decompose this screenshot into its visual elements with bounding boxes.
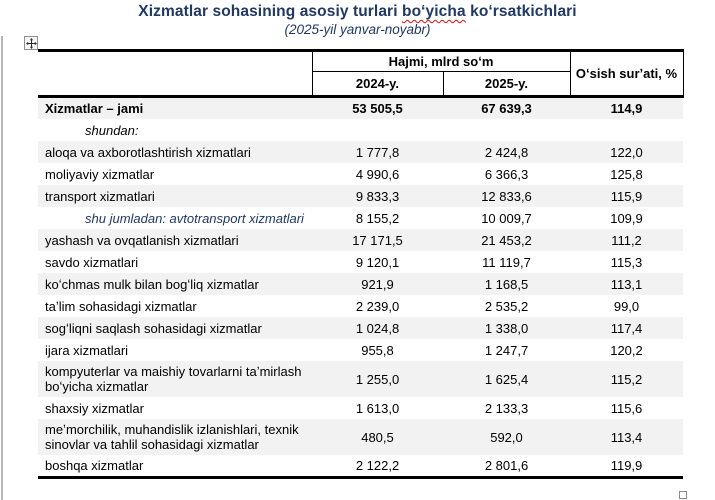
services-indicators-table: Hajmi, mlrd soʻm Oʻsish surʼati, % 2024-… bbox=[38, 49, 684, 479]
year-2025-header: 2025-y. bbox=[443, 71, 571, 97]
table-move-handle-icon[interactable] bbox=[24, 36, 38, 50]
value-2024: 2 239,0 bbox=[355, 298, 400, 314]
value-2024: 1 024,8 bbox=[312, 317, 443, 339]
row-label: taʼlim sohasidagi xizmatlar bbox=[45, 298, 197, 314]
value-2025: 1 247,7 bbox=[484, 342, 529, 358]
growth-value: 111,2 bbox=[570, 229, 683, 251]
table-row: yashash va ovqatlanish xizmatlari 17 171… bbox=[38, 229, 683, 251]
title-prefix: Xizmatlar sohasining asosiy turlari bbox=[138, 3, 403, 20]
table-row: shundan: bbox=[38, 119, 683, 141]
value-2025: 1 168,5 bbox=[443, 273, 570, 295]
growth-value: 122,0 bbox=[570, 141, 683, 163]
growth-value bbox=[570, 119, 683, 141]
row-label: aloqa va axborotlashtirish xizmatlari bbox=[38, 141, 312, 163]
growth-value: 113,4 bbox=[570, 419, 683, 455]
table-resize-handle[interactable] bbox=[679, 491, 687, 499]
table-row: meʼmorchilik, muhandislik izlanishlari, … bbox=[38, 419, 683, 455]
table-row: transport xizmatlari 9 833,3 12 833,6 11… bbox=[38, 185, 683, 207]
row-label: sogʻliqni saqlash sohasidagi xizmatlar bbox=[38, 317, 312, 339]
value-2025 bbox=[443, 119, 570, 141]
value-2025: 21 453,2 bbox=[443, 229, 570, 251]
value-2024: 480,5 bbox=[312, 419, 443, 455]
growth-rate-header: Oʻsish surʼati, % bbox=[569, 50, 684, 97]
value-2024: 921,9 bbox=[312, 273, 443, 295]
value-2024: 8 155,2 bbox=[355, 210, 400, 226]
growth-value: 114,9 bbox=[570, 96, 683, 119]
value-2025: 1 625,4 bbox=[443, 361, 570, 397]
growth-value: 125,8 bbox=[610, 166, 643, 182]
value-2025: 1 338,0 bbox=[443, 317, 570, 339]
row-label: meʼmorchilik, muhandislik izlanishlari, … bbox=[38, 419, 312, 455]
row-label: boshqa xizmatlar bbox=[45, 458, 144, 473]
value-2025: 2 133,3 bbox=[484, 400, 529, 416]
page-subtitle: (2025-yil yanvar-noyabr) bbox=[284, 22, 431, 37]
row-label: kompyuterlar va maishiy tovarlarni taʼmi… bbox=[38, 361, 312, 397]
row-label: moliyaviy xizmatlar bbox=[45, 166, 155, 182]
value-2025: 2 424,8 bbox=[443, 141, 570, 163]
value-2024: 9 833,3 bbox=[312, 185, 443, 207]
empty-header-cell bbox=[38, 50, 312, 97]
growth-value: 119,9 bbox=[610, 458, 643, 473]
page-edge-line bbox=[1, 36, 3, 500]
year-2024-header: 2024-y. bbox=[311, 71, 444, 97]
table-row: aloqa va axborotlashtirish xizmatlari 1 … bbox=[38, 141, 683, 163]
growth-value: 117,4 bbox=[570, 317, 683, 339]
row-label: koʻchmas mulk bilan bogʻliq xizmatlar bbox=[38, 273, 312, 295]
value-2024: 1 777,8 bbox=[312, 141, 443, 163]
growth-value: 115,9 bbox=[570, 185, 683, 207]
table-row: taʼlim sohasidagi xizmatlar 2 239,0 2 53… bbox=[38, 295, 683, 317]
growth-value: 115,2 bbox=[570, 361, 683, 397]
value-2024: 955,8 bbox=[361, 342, 394, 358]
page-title: Xizmatlar sohasining asosiy turlari boʻy… bbox=[0, 3, 715, 21]
value-2025: 10 009,7 bbox=[481, 210, 532, 226]
volume-group-header: Hajmi, mlrd soʻm bbox=[311, 50, 571, 72]
growth-value: 115,3 bbox=[610, 254, 643, 270]
table-row: savdo xizmatlari 9 120,1 11 119,7 115,3 bbox=[38, 251, 683, 273]
table-row: Xizmatlar – jami 53 505,5 67 639,3 114,9 bbox=[38, 96, 683, 119]
table-row: ijara xizmatlari 955,8 1 247,7 120,2 bbox=[38, 339, 683, 361]
value-2025: 2 535,2 bbox=[484, 298, 529, 314]
title-block: Xizmatlar sohasining asosiy turlari boʻy… bbox=[0, 3, 715, 37]
table-row: shu jumladan: avtotransport xizmatlari 8… bbox=[38, 207, 683, 229]
value-2024 bbox=[312, 119, 443, 141]
move-cross-icon bbox=[25, 37, 37, 49]
growth-value: 115,6 bbox=[610, 400, 643, 416]
title-suffix: koʻrsatkichlari bbox=[465, 3, 577, 20]
value-2024: 9 120,1 bbox=[355, 254, 400, 270]
value-2024: 4 990,6 bbox=[355, 166, 400, 182]
table-row: koʻchmas mulk bilan bogʻliq xizmatlar 92… bbox=[38, 273, 683, 295]
row-label: ijara xizmatlari bbox=[45, 342, 129, 358]
value-2025: 11 119,7 bbox=[482, 254, 531, 270]
value-2024: 1 613,0 bbox=[355, 400, 400, 416]
row-label: yashash va ovqatlanish xizmatlari bbox=[38, 229, 312, 251]
value-2025: 12 833,6 bbox=[443, 185, 570, 207]
table-header: Hajmi, mlrd soʻm Oʻsish surʼati, % 2024-… bbox=[38, 50, 684, 97]
value-2024: 1 255,0 bbox=[312, 361, 443, 397]
row-label: savdo xizmatlari bbox=[45, 254, 139, 270]
value-2024: 53 505,5 bbox=[312, 96, 443, 119]
value-2025: 67 639,3 bbox=[443, 96, 570, 119]
value-2025: 592,0 bbox=[443, 419, 570, 455]
table-row: boshqa xizmatlar 2 122,2 2 801,6 119,9 bbox=[38, 455, 683, 478]
row-label: shu jumladan: avtotransport xizmatlari bbox=[85, 210, 304, 226]
table-row: sogʻliqni saqlash sohasidagi xizmatlar 1… bbox=[38, 317, 683, 339]
growth-value: 120,2 bbox=[610, 342, 643, 358]
value-2024: 2 122,2 bbox=[355, 458, 400, 473]
row-label: transport xizmatlari bbox=[38, 185, 312, 207]
row-label: Xizmatlar – jami bbox=[38, 96, 312, 119]
value-2025: 6 366,3 bbox=[484, 166, 529, 182]
row-label: shundan: bbox=[85, 122, 139, 138]
growth-value: 109,9 bbox=[610, 210, 643, 226]
row-label: shaxsiy xizmatlar bbox=[45, 400, 144, 416]
table-row: kompyuterlar va maishiy tovarlarni taʼmi… bbox=[38, 361, 683, 397]
growth-value: 99,0 bbox=[613, 298, 640, 314]
value-2025: 2 801,6 bbox=[484, 458, 529, 473]
table-row: shaxsiy xizmatlar 1 613,0 2 133,3 115,6 bbox=[38, 397, 683, 419]
table-body: Xizmatlar – jami 53 505,5 67 639,3 114,9… bbox=[38, 96, 683, 478]
value-2024: 17 171,5 bbox=[312, 229, 443, 251]
misspelled-word: boʻyicha bbox=[402, 3, 466, 20]
table-row: moliyaviy xizmatlar 4 990,6 6 366,3 125,… bbox=[38, 163, 683, 185]
growth-value: 113,1 bbox=[570, 273, 683, 295]
